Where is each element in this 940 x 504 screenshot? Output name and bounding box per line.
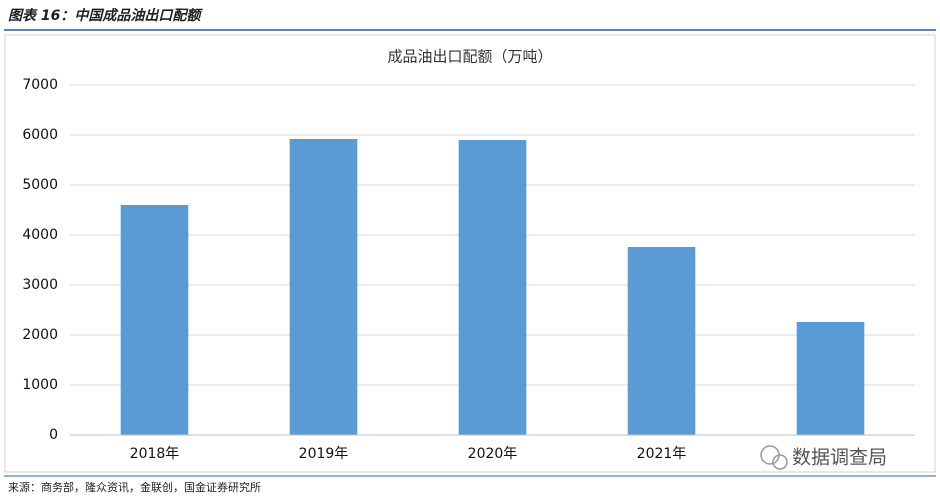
y-tick-label: 5000 (22, 177, 58, 193)
y-tick-label: 7000 (22, 77, 58, 93)
chart-title: 成品油出口配额（万吨） (387, 48, 552, 66)
y-tick-label: 2000 (22, 327, 58, 343)
bar (120, 205, 189, 435)
watermark: 数据调查局 (760, 445, 887, 470)
figure-header: 图表 16：中国成品油出口配额 (8, 7, 203, 24)
bar (796, 322, 865, 435)
source-note: 来源：商务部，隆众资讯，金联创，国金证券研究所 (8, 480, 261, 494)
y-tick-label: 6000 (22, 127, 58, 143)
plot: 0 1000 2000 3000 4000 5000 6000 7000 2018年 2019年 2… (22, 77, 915, 462)
y-tick-label: 1000 (22, 377, 58, 393)
x-tick-label: 2018年 (130, 446, 180, 462)
watermark-icon (760, 445, 780, 465)
watermark-text: 数据调查局 (792, 447, 887, 469)
bar (289, 139, 358, 435)
bar (458, 140, 527, 435)
chart-frame (4, 34, 936, 473)
x-tick-label: 2021年 (637, 446, 687, 462)
y-tick-label: 0 (49, 427, 58, 443)
y-tick-label: 3000 (22, 277, 58, 293)
x-tick-label: 2019年 (299, 446, 349, 462)
bar (627, 247, 696, 435)
y-tick-label: 4000 (22, 227, 58, 243)
watermark-icon (772, 454, 788, 470)
x-tick-label: 2020年 (468, 446, 518, 462)
